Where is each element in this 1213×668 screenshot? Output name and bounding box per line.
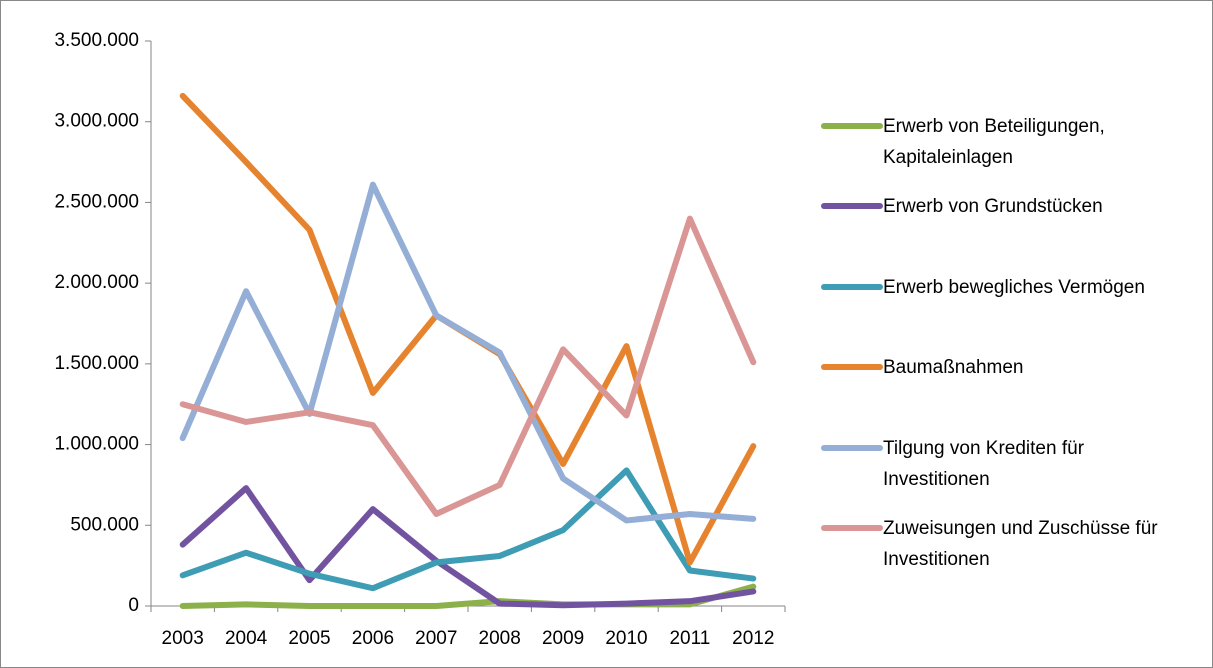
legend-item: Erwerb bewegliches Vermögen — [821, 272, 1191, 303]
x-tick-label: 2010 — [605, 628, 647, 649]
legend-label: Tilgung von Krediten für Investitionen — [883, 437, 1085, 490]
legend-label: Zuweisungen und Zuschüsse für Investitio… — [883, 518, 1158, 570]
legend-label: Erwerb von Beteiligungen, Kapitaleinlage… — [883, 116, 1105, 168]
legend-swatch — [821, 444, 883, 451]
y-tick-label: 2.000.000 — [54, 272, 139, 293]
y-tick-label: 1.500.000 — [54, 353, 139, 374]
x-tick-label: 2012 — [732, 628, 774, 649]
series-line — [179, 485, 757, 609]
x-tick-label: 2003 — [162, 628, 204, 649]
y-tick-label: 0 — [128, 595, 139, 616]
x-tick-label: 2009 — [542, 628, 584, 649]
series-line — [179, 467, 757, 592]
y-tick-label: 2.500.000 — [54, 191, 139, 212]
x-tick-label: 2008 — [479, 628, 521, 649]
legend-swatch — [821, 283, 883, 290]
series-line — [179, 215, 757, 517]
y-tick-label: 500.000 — [70, 514, 139, 535]
legend-swatch — [821, 364, 883, 371]
legend-label: Erwerb bewegliches Vermögen — [883, 276, 1145, 298]
legend-item: Baumaßnahmen — [821, 352, 1191, 383]
legend-label: Baumaßnahmen — [883, 357, 1024, 379]
legend-item: Erwerb von Grundstücken — [821, 191, 1191, 222]
legend-swatch — [821, 123, 883, 129]
legend-swatch — [821, 203, 883, 210]
x-tick-label: 2011 — [669, 628, 710, 649]
y-tick-label: 3.000.000 — [54, 111, 139, 132]
legend-item: Tilgung von Krediten für Investitionen — [821, 433, 1191, 495]
x-tick-label: 2006 — [352, 628, 394, 649]
y-tick-label: 3.500.000 — [54, 30, 139, 51]
legend-item: Erwerb von Beteiligungen, Kapitaleinlage… — [821, 111, 1191, 173]
legend-label: Erwerb von Grundstücken — [883, 196, 1103, 218]
x-tick-label: 2005 — [288, 628, 330, 649]
legend-item: Zuweisungen und Zuschüsse für Investitio… — [821, 513, 1191, 575]
y-tick-label: 1.000.000 — [54, 434, 139, 455]
series-line — [179, 181, 757, 524]
x-tick-label: 2004 — [225, 628, 268, 649]
legend-swatch — [821, 525, 883, 531]
x-tick-label: 2007 — [415, 628, 457, 649]
